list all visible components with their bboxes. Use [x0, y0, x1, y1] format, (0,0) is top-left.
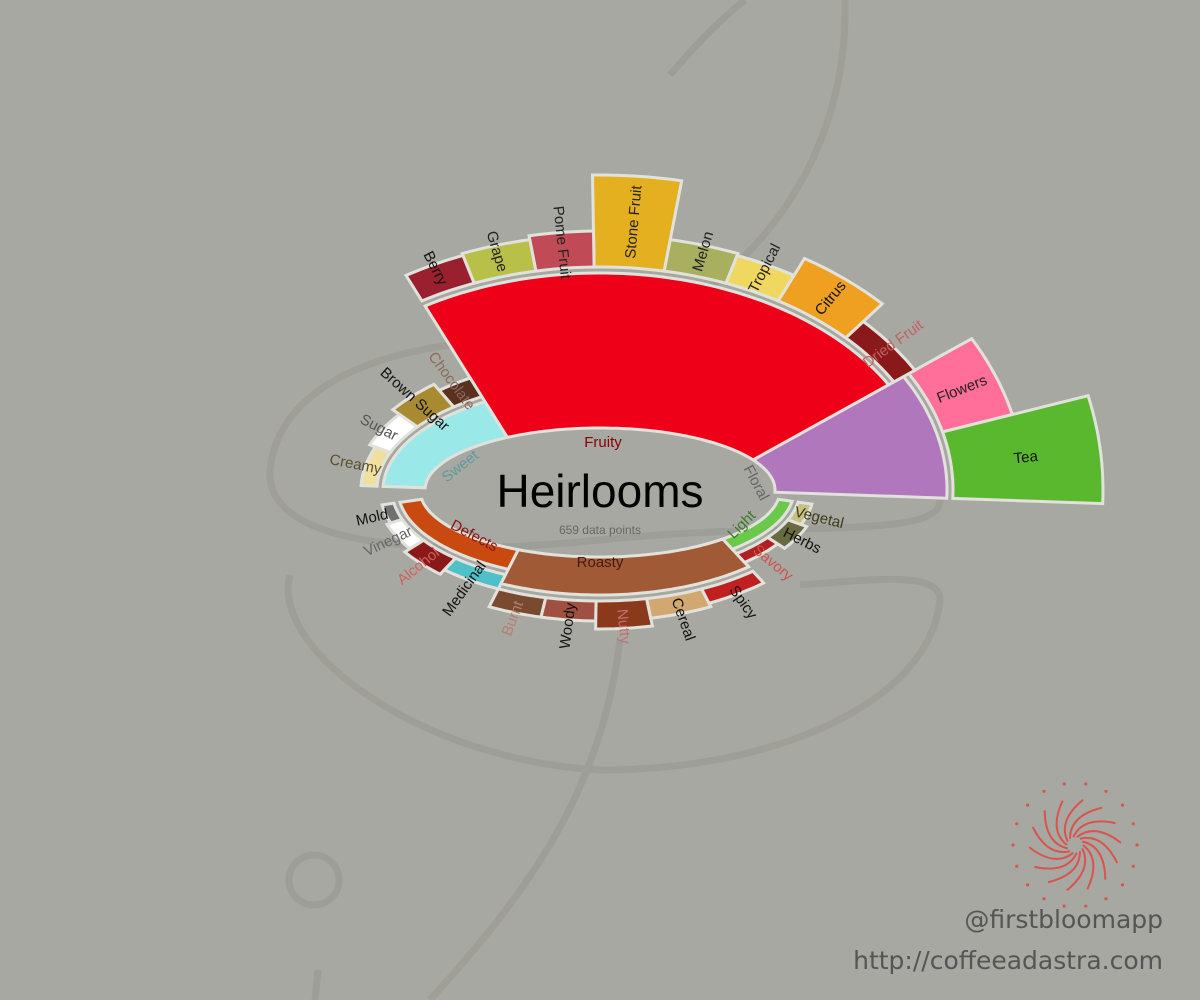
logo-dot	[1042, 897, 1046, 901]
watermark-url[interactable]: http://coffeeadastra.com	[853, 946, 1163, 975]
logo-petal	[1063, 798, 1084, 842]
logo-dot	[1015, 864, 1019, 868]
logo-petal	[1079, 836, 1119, 864]
logo-petal	[1031, 826, 1071, 854]
logo-dot	[1062, 782, 1066, 786]
label-roasty: Roasty	[577, 554, 624, 571]
segment-sweet[interactable]	[381, 400, 510, 490]
logo-dot	[1104, 897, 1108, 901]
logo-dot	[1084, 782, 1088, 786]
logo-dot	[1042, 789, 1046, 793]
segment-light[interactable]	[720, 497, 795, 551]
label-fruity: Fruity	[584, 434, 622, 451]
label-spicy: Spicy	[726, 583, 761, 623]
chart-title: Heirlooms	[496, 465, 703, 517]
logo-dot	[1025, 803, 1030, 807]
logo-dot	[1131, 822, 1135, 826]
segments	[359, 173, 1105, 631]
logo-petal	[1047, 851, 1081, 884]
logo-petal	[1043, 810, 1069, 850]
stem-line	[311, 969, 322, 1000]
segment-tea[interactable]	[940, 393, 1105, 506]
segment-creamy[interactable]	[359, 445, 393, 488]
logo-dot	[1104, 789, 1108, 793]
logo-petal	[1081, 840, 1107, 880]
segment-vegetal[interactable]	[785, 500, 814, 527]
logo-dot	[1084, 904, 1088, 908]
crease-line	[427, 639, 624, 1000]
watermark-handle[interactable]: @firstbloomapp	[964, 905, 1163, 934]
logo-petal	[1082, 844, 1095, 890]
logo-dot	[1120, 803, 1125, 807]
logo-petal	[1076, 830, 1122, 844]
firstbloom-logo-icon	[1011, 782, 1139, 908]
logo-dot	[1062, 904, 1066, 908]
logo-dot	[1011, 843, 1015, 847]
logo-petal	[1066, 848, 1087, 892]
label-stone-fruit: Stone Fruit	[622, 184, 645, 259]
label-tea: Tea	[1013, 448, 1039, 468]
bean-outline-bottom	[284, 574, 944, 774]
logo-dot	[1015, 822, 1019, 826]
logo-petal	[1034, 852, 1078, 870]
bean-outline-top	[667, 0, 748, 78]
logo-petal	[1069, 806, 1103, 839]
label-nutty: Nutty	[613, 608, 633, 645]
segment-berry[interactable]	[403, 253, 477, 303]
logo-petal	[1028, 846, 1074, 860]
segment-spicy[interactable]	[699, 569, 767, 605]
logo-dot	[1025, 883, 1030, 887]
logo-dot	[1131, 864, 1135, 868]
logo-dot	[1135, 843, 1139, 847]
logo-petal	[1055, 800, 1068, 846]
label-woody: Woody	[556, 601, 579, 650]
chart-subtitle: 659 data points	[559, 523, 641, 537]
label-mold: Mold	[354, 506, 390, 530]
logo-dot	[1120, 883, 1125, 887]
ring-decoration	[285, 851, 343, 909]
logo-petal	[1072, 820, 1116, 838]
